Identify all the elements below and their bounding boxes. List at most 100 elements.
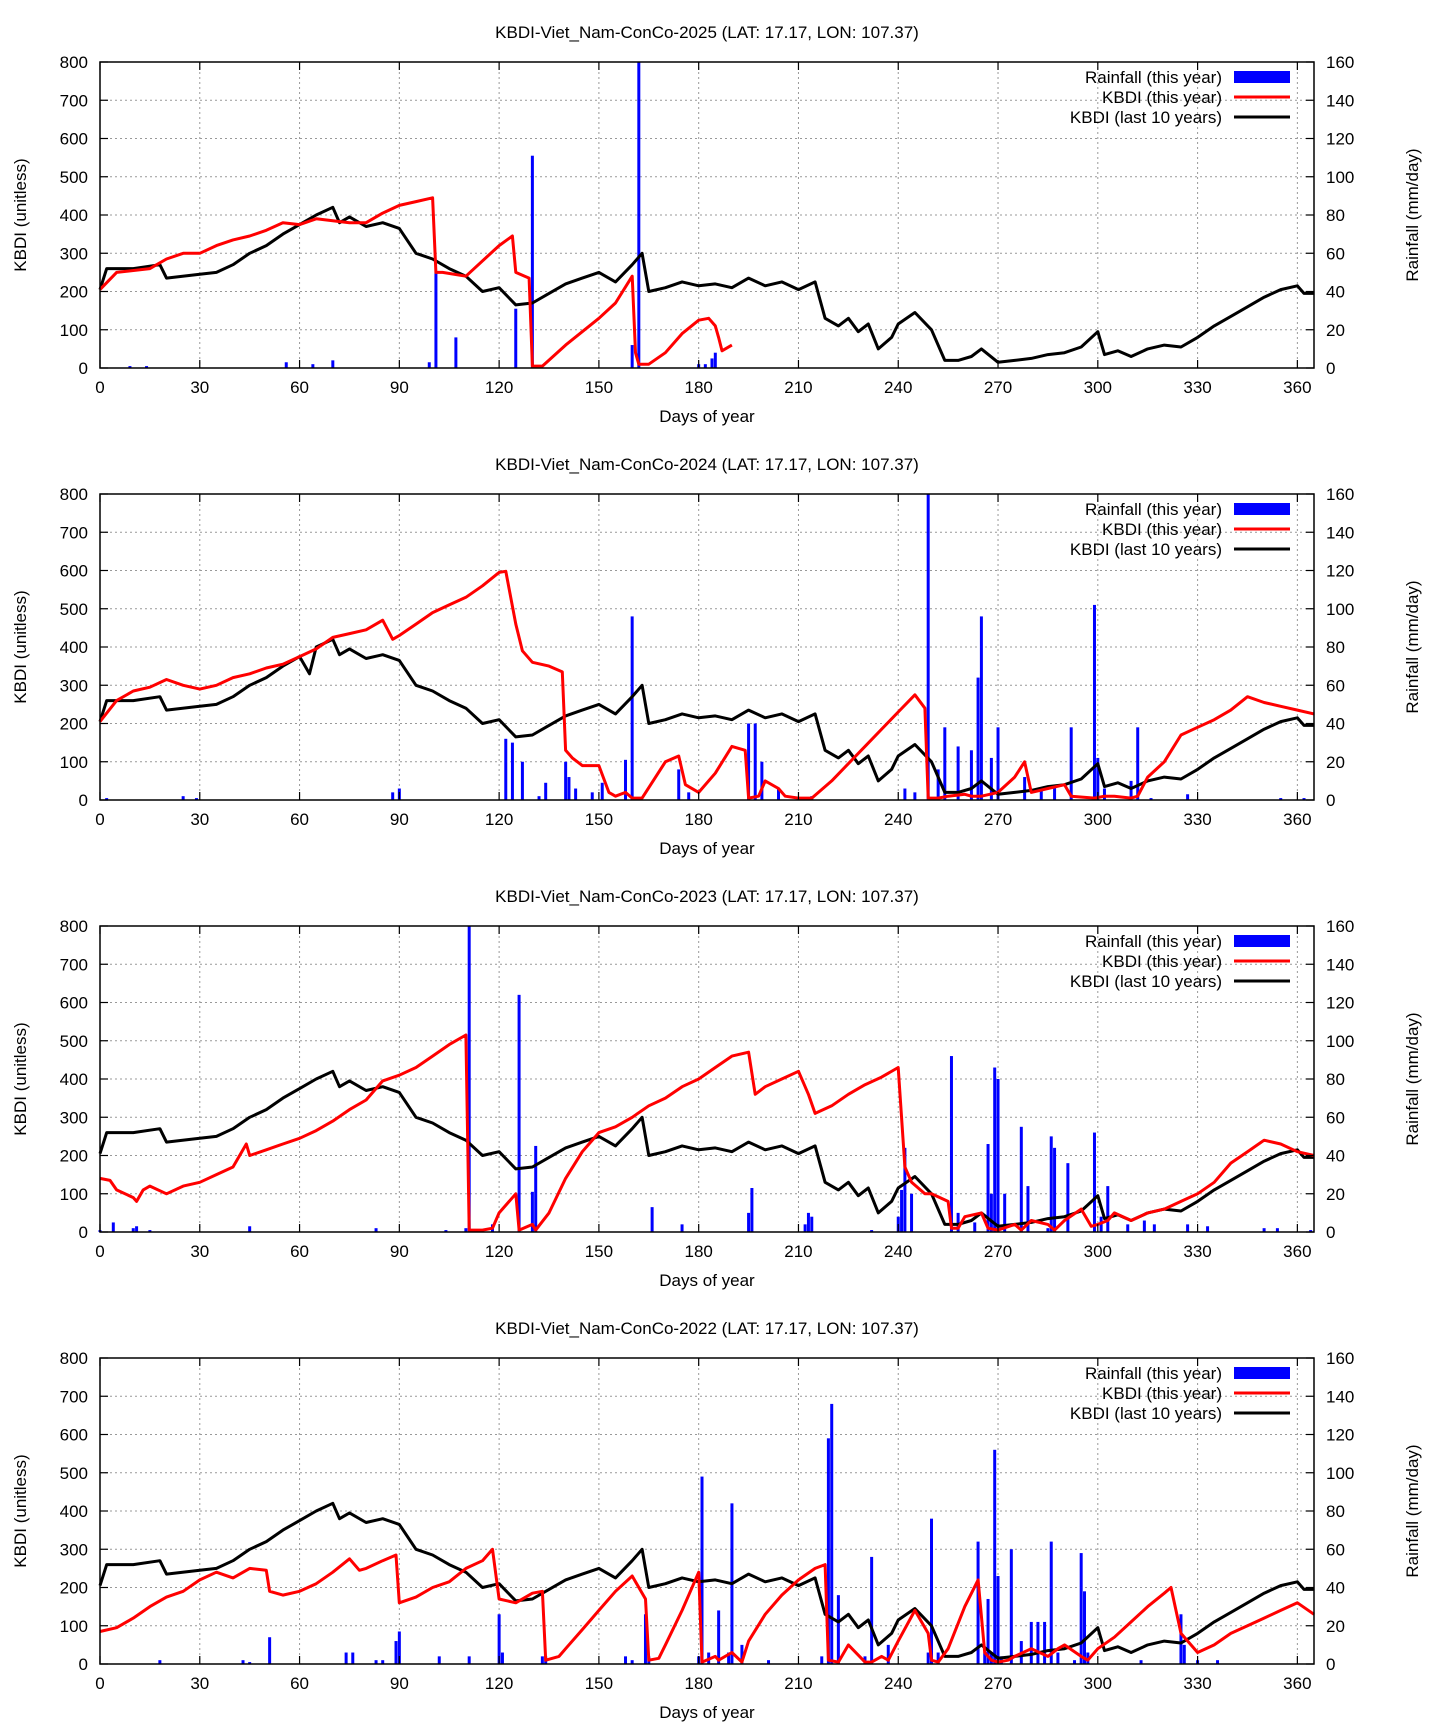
- chart-panel-0: KBDI-Viet_Nam-ConCo-2025 (LAT: 17.17, LO…: [11, 23, 1422, 426]
- rainfall-bar: [1019, 1126, 1023, 1232]
- rainfall-bar: [1049, 1136, 1053, 1232]
- x-tick-label: 240: [884, 378, 912, 397]
- y2-tick-label: 160: [1326, 53, 1354, 72]
- rainfall-bar: [900, 1189, 904, 1232]
- y-axis-label: KBDI (unitless): [11, 158, 30, 271]
- rainfall-bar: [1053, 784, 1057, 800]
- rainfall-bar: [986, 1598, 990, 1664]
- x-tick-label: 360: [1283, 1674, 1311, 1693]
- y-axis-label: KBDI (unitless): [11, 1022, 30, 1135]
- rainfall-bar: [1186, 794, 1190, 800]
- x-tick-label: 30: [190, 810, 209, 829]
- rainfall-bar: [700, 1476, 704, 1664]
- y-tick-label: 700: [60, 91, 88, 110]
- rainfall-bar: [1029, 1621, 1033, 1664]
- rainfall-bar: [268, 1637, 272, 1664]
- chart-panel-2: KBDI-Viet_Nam-ConCo-2023 (LAT: 17.17, LO…: [11, 887, 1422, 1290]
- rainfall-bar: [567, 777, 571, 800]
- y2-tick-label: 160: [1326, 485, 1354, 504]
- rainfall-bar: [444, 1230, 448, 1232]
- rainfall-bar: [510, 742, 514, 800]
- rainfall-bar: [870, 1556, 874, 1664]
- rainfall-bar: [454, 337, 458, 368]
- y-tick-label: 200: [60, 1147, 88, 1166]
- rainfall-bar: [1066, 1163, 1070, 1232]
- legend-swatch-rainfall: [1234, 935, 1290, 947]
- y-tick-label: 800: [60, 485, 88, 504]
- legend: Rainfall (this year)KBDI (this year)KBDI…: [1070, 1364, 1290, 1423]
- y-tick-label: 300: [60, 1108, 88, 1127]
- x-tick-label: 270: [984, 378, 1012, 397]
- y2-axis-label: Rainfall (mm/day): [1403, 1444, 1422, 1577]
- x-tick-label: 60: [290, 378, 309, 397]
- rainfall-bar: [973, 1222, 977, 1232]
- rainfall-bar: [1026, 1186, 1030, 1232]
- rainfall-bar: [1049, 1541, 1053, 1664]
- rainfall-bar: [630, 345, 634, 368]
- rainfall-bar: [747, 1212, 751, 1232]
- rainfall-bar: [727, 1652, 731, 1664]
- rainfall-bar: [1092, 604, 1096, 800]
- y2-tick-label: 80: [1326, 638, 1345, 657]
- rainfall-bar: [544, 782, 548, 800]
- rainfall-bar: [148, 1230, 152, 1232]
- x-tick-label: 150: [585, 378, 613, 397]
- rainfall-bar: [351, 1652, 355, 1664]
- x-tick-label: 270: [984, 810, 1012, 829]
- chart-panel-3: KBDI-Viet_Nam-ConCo-2022 (LAT: 17.17, LO…: [11, 1319, 1422, 1722]
- x-tick-label: 90: [390, 378, 409, 397]
- rainfall-bar: [248, 1226, 252, 1232]
- rainfall-bar: [331, 360, 335, 368]
- x-tick-label: 210: [784, 810, 812, 829]
- rainfall-bar: [590, 792, 594, 800]
- legend-swatch-rainfall: [1234, 1367, 1290, 1379]
- x-tick-label: 30: [190, 378, 209, 397]
- y-tick-label: 100: [60, 1185, 88, 1204]
- y2-tick-label: 120: [1326, 1426, 1354, 1445]
- rainfall-bar: [344, 1652, 348, 1664]
- rainfall-bar: [996, 1576, 1000, 1664]
- y2-tick-label: 60: [1326, 1540, 1345, 1559]
- y2-tick-label: 100: [1326, 168, 1354, 187]
- chart-title: KBDI-Viet_Nam-ConCo-2022 (LAT: 17.17, LO…: [495, 1319, 919, 1338]
- rainfall-bar: [996, 727, 1000, 800]
- rainfall-bar: [1102, 788, 1106, 800]
- y-tick-label: 0: [79, 1223, 88, 1242]
- x-tick-label: 240: [884, 810, 912, 829]
- kbdi-this-year-line: [99, 1033, 1315, 1232]
- rainfall-bar: [969, 750, 973, 800]
- x-tick-label: 150: [585, 810, 613, 829]
- kbdi-last-10-years-line: [98, 637, 1314, 796]
- x-tick-label: 300: [1084, 1674, 1112, 1693]
- x-tick-label: 90: [390, 1674, 409, 1693]
- rainfall-bar: [989, 1193, 993, 1232]
- y2-axis-label: Rainfall (mm/day): [1403, 580, 1422, 713]
- rainfall-bar: [500, 1652, 504, 1664]
- y-tick-label: 700: [60, 523, 88, 542]
- y-tick-label: 400: [60, 206, 88, 225]
- rainfall-bar: [311, 364, 315, 368]
- y2-tick-label: 120: [1326, 562, 1354, 581]
- rainfall-bar: [630, 616, 634, 800]
- rainfall-bar: [131, 1228, 135, 1232]
- grid-lines: [100, 1358, 1314, 1664]
- y-tick-label: 600: [60, 130, 88, 149]
- legend: Rainfall (this year)KBDI (this year)KBDI…: [1070, 500, 1290, 559]
- rainfall-bar: [1003, 1193, 1007, 1232]
- rainfall-bar: [826, 1438, 830, 1664]
- y2-tick-label: 80: [1326, 1502, 1345, 1521]
- x-tick-label: 120: [485, 810, 513, 829]
- y-tick-label: 600: [60, 994, 88, 1013]
- rainfall-bar: [374, 1660, 378, 1664]
- rainfall-bar: [979, 616, 983, 800]
- rainfall-bar: [886, 1644, 890, 1664]
- rainfall-bar: [520, 761, 524, 800]
- y2-tick-label: 0: [1326, 359, 1335, 378]
- rainfall-bar: [687, 792, 691, 800]
- x-tick-label: 150: [585, 1242, 613, 1261]
- legend-label: KBDI (last 10 years): [1070, 972, 1222, 991]
- y2-tick-label: 40: [1326, 1147, 1345, 1166]
- rainfall-bar: [540, 1656, 544, 1664]
- kbdi-this-year-line: [99, 1547, 1315, 1664]
- y2-tick-label: 20: [1326, 1617, 1345, 1636]
